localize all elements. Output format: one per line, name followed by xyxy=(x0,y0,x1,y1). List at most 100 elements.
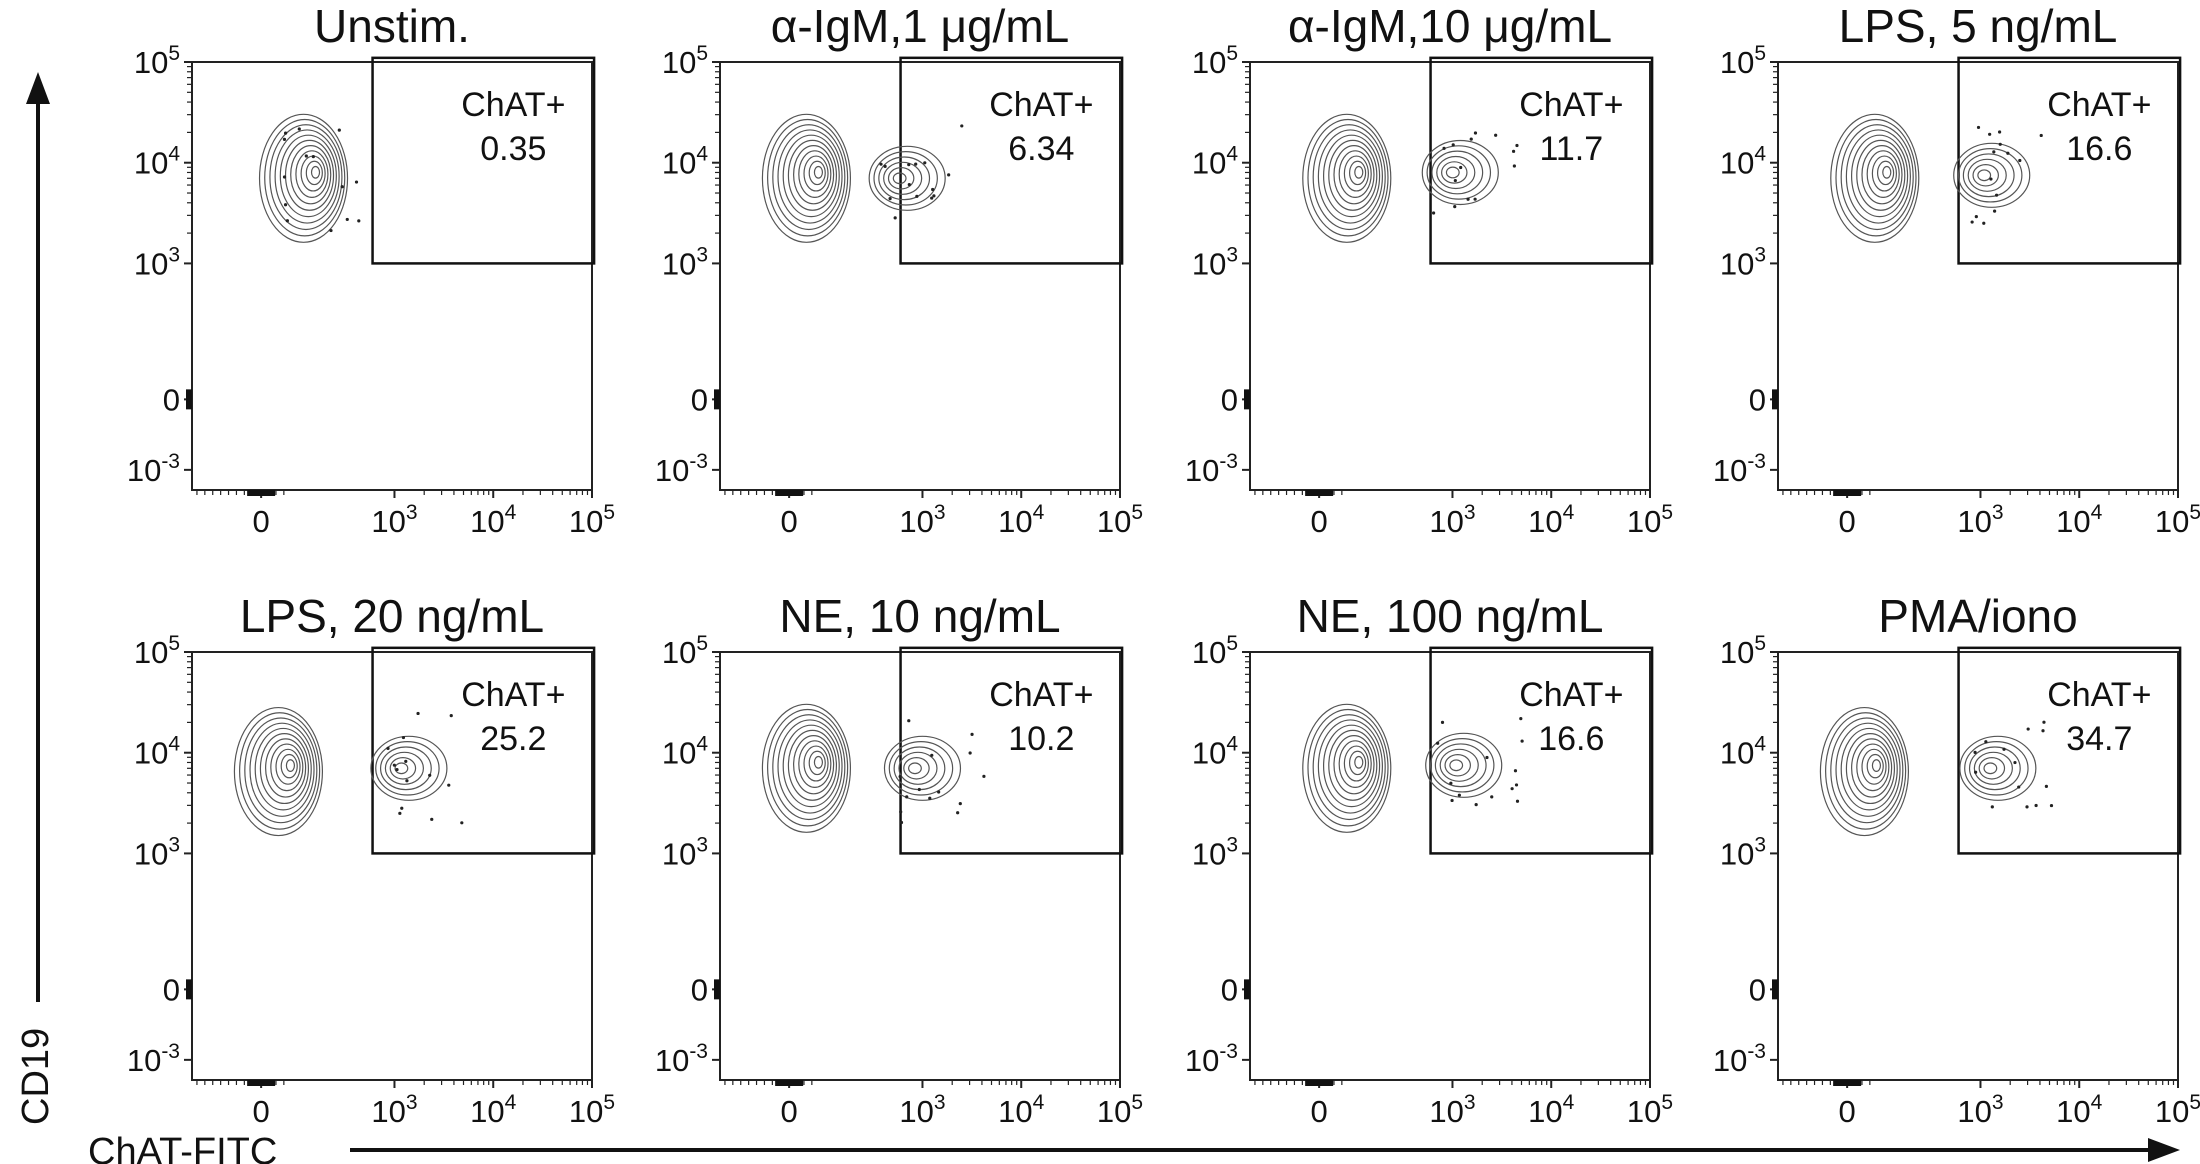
y-zero-tick-cluster xyxy=(714,979,720,1000)
panel-title: NE, 10 ng/mL xyxy=(779,590,1060,642)
y-tick-label: 0 xyxy=(1749,382,1766,417)
x-tick-label: 104 xyxy=(2056,501,2102,539)
y-tick-label: 105 xyxy=(134,42,180,80)
contour-line xyxy=(898,751,938,785)
contour-line xyxy=(777,129,843,224)
x-tick-label: 104 xyxy=(998,501,1044,539)
contour-line xyxy=(1882,165,1892,179)
contour-line xyxy=(1967,158,2007,192)
gate-label: ChAT+ xyxy=(2047,86,2151,124)
contour-line xyxy=(1876,160,1895,186)
contour-line xyxy=(1436,155,1476,190)
event-dot xyxy=(968,751,972,755)
contour-line xyxy=(1307,118,1389,237)
y-tick-label: 104 xyxy=(662,733,708,771)
contour-plot xyxy=(1302,113,1519,243)
contour-line xyxy=(1302,113,1392,243)
panel-title: LPS, 5 ng/mL xyxy=(1839,0,2118,52)
contour-line xyxy=(761,113,852,243)
event-dot xyxy=(883,164,887,168)
contour-line xyxy=(1343,745,1369,782)
contour-line xyxy=(1434,743,1487,788)
contour-plot xyxy=(1819,706,2054,837)
event-dot xyxy=(1510,787,1514,791)
y-tick-label: 104 xyxy=(1192,143,1238,181)
y-tick-label: 10-3 xyxy=(655,450,708,488)
y-tick-label: 10-3 xyxy=(1185,450,1238,488)
y-tick-label: 103 xyxy=(1192,833,1238,871)
contour-plot xyxy=(258,113,361,243)
contour-line xyxy=(290,145,332,205)
y-tick-label: 105 xyxy=(1720,42,1766,80)
event-dot xyxy=(2044,784,2048,788)
contour-line xyxy=(1322,724,1381,808)
y-tick-label: 0 xyxy=(163,382,180,417)
contour-line xyxy=(1343,155,1369,192)
contour-line xyxy=(1856,139,1906,211)
contour-line xyxy=(868,145,946,211)
contour-line xyxy=(1835,722,1901,817)
x-tick-label: 104 xyxy=(470,1091,516,1129)
event-dot xyxy=(283,203,288,207)
contour-line xyxy=(761,703,852,833)
y-tick-label: 105 xyxy=(662,42,708,80)
event-dot xyxy=(2002,747,2006,751)
contour-line xyxy=(1851,738,1893,798)
gate-percentage: 16.6 xyxy=(1538,720,1604,758)
contour-line xyxy=(1819,706,1910,837)
event-dot xyxy=(1442,146,1446,150)
contour-line xyxy=(1317,129,1383,224)
y-tick-label: 10-3 xyxy=(1713,450,1766,488)
contour-line xyxy=(1312,714,1386,821)
panel-3: α-IgM,10 μg/mL 105 104 103 0 10-3 0 103 104 105 Ch… xyxy=(1185,0,1673,539)
event-dot xyxy=(1436,741,1440,745)
event-dot xyxy=(1515,799,1520,803)
event-dot xyxy=(340,185,344,189)
contour-line xyxy=(264,118,346,237)
x-tick-label: 0 xyxy=(1311,1094,1328,1129)
event-dot xyxy=(956,811,960,815)
panel-2: α-IgM,1 μg/mL 105 104 103 0 10-3 0 103 104 105 ChA… xyxy=(655,0,1143,539)
contour-line xyxy=(1861,748,1887,785)
y-tick-label: 103 xyxy=(1192,243,1238,281)
event-dot xyxy=(932,194,936,198)
contour-line xyxy=(1333,735,1375,795)
x-tick-label: 104 xyxy=(1528,501,1574,539)
event-dot xyxy=(907,182,911,187)
contour-line xyxy=(270,743,304,792)
event-dot xyxy=(1453,178,1457,183)
event-dot xyxy=(907,163,911,167)
x-tick-label: 105 xyxy=(569,1091,615,1129)
y-tick-label: 10-3 xyxy=(1713,1040,1766,1078)
y-zero-tick-cluster xyxy=(186,389,192,410)
event-dot xyxy=(2013,760,2017,765)
contour-line xyxy=(803,155,829,192)
event-dot xyxy=(1514,783,1519,787)
x-axis-arrow xyxy=(350,1138,2180,1162)
y-tick-label: 0 xyxy=(163,972,180,1007)
y-tick-label: 103 xyxy=(134,243,180,281)
event-dot xyxy=(401,735,406,740)
contour-line xyxy=(384,751,425,785)
event-dot xyxy=(1976,125,1981,130)
x-tick-label: 104 xyxy=(2056,1091,2102,1129)
x-tick-label: 105 xyxy=(2155,1091,2200,1129)
event-dot xyxy=(879,162,883,166)
x-tick-label: 105 xyxy=(1627,1091,1673,1129)
y-zero-tick-cluster xyxy=(186,979,192,1000)
contour-line xyxy=(1972,164,1999,187)
contour-line xyxy=(808,160,826,186)
event-dot xyxy=(2041,729,2045,733)
plot-frame xyxy=(1249,651,1651,1081)
plot-frame xyxy=(191,651,593,1081)
chat-positive-gate xyxy=(1957,56,2182,265)
contour-line xyxy=(1840,124,1914,231)
y-tick-label: 104 xyxy=(662,143,708,181)
panel-8: PMA/iono 105 104 103 0 10-3 0 103 104 105 ChAT+ 34.… xyxy=(1713,590,2200,1129)
plot-frame xyxy=(719,651,1121,1081)
contour-line xyxy=(798,150,832,198)
event-dot xyxy=(392,763,396,767)
x-tick-label: 0 xyxy=(1839,1094,1856,1129)
x-tick-label: 105 xyxy=(1097,1091,1143,1129)
y-tick-label: 103 xyxy=(1720,833,1766,871)
